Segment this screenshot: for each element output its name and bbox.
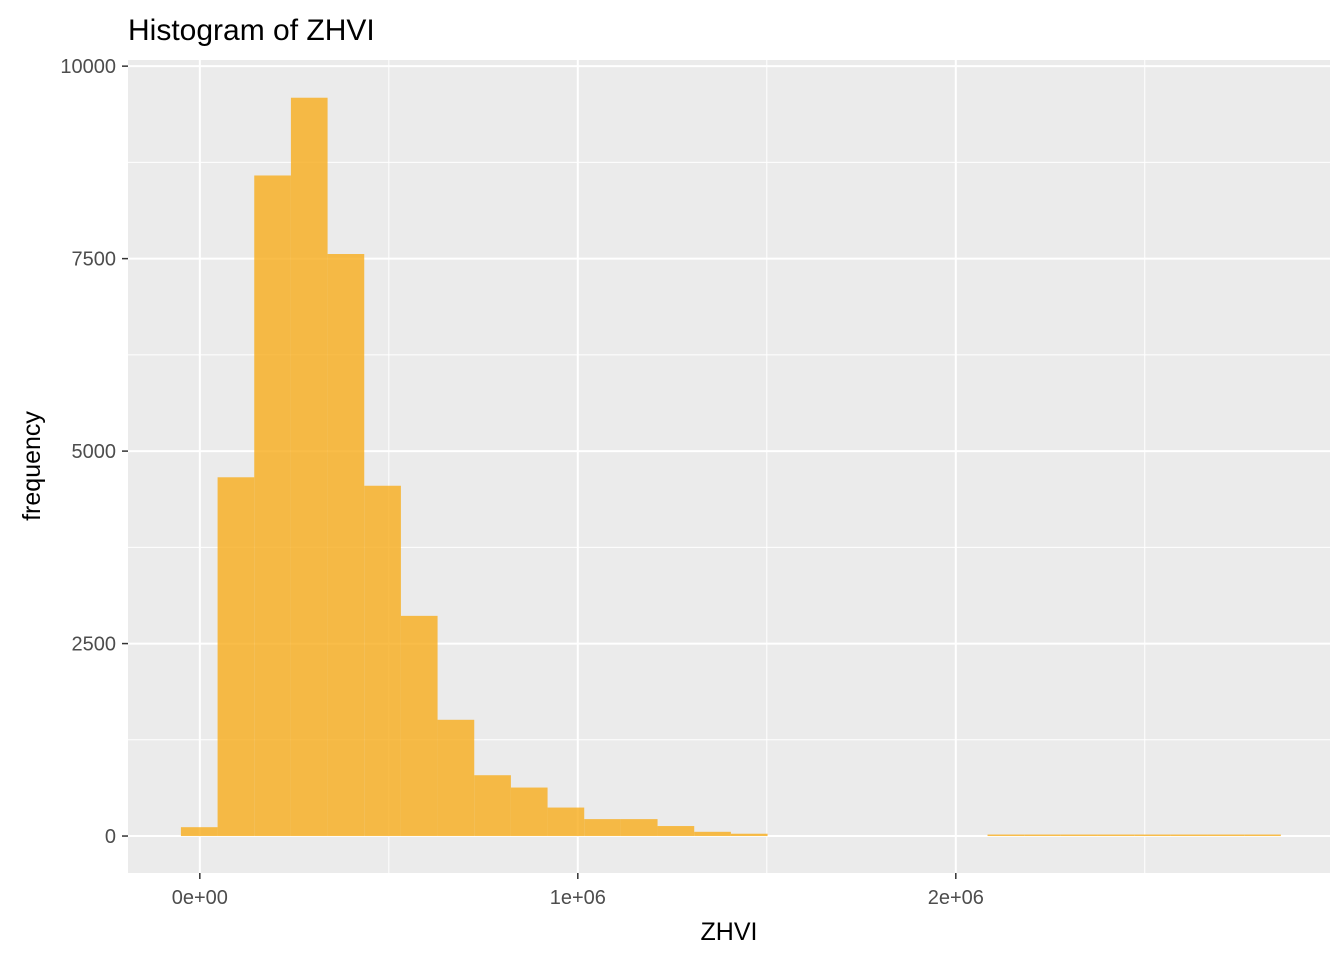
x-tick-label: 2e+06 <box>928 887 984 909</box>
histogram-bar <box>1134 834 1171 837</box>
histogram-bar <box>1207 834 1245 837</box>
histogram-bars <box>180 97 1281 837</box>
y-axis-title: frequency <box>18 411 46 521</box>
histogram-bar <box>437 719 475 837</box>
axes: 0 2500 5000 7500 10000 0e+00 1e+06 2e+06 <box>60 56 984 909</box>
histogram-bar <box>290 97 328 837</box>
histogram-bar <box>584 819 621 837</box>
histogram-bar <box>1097 834 1135 837</box>
histogram-bar <box>400 615 438 837</box>
histogram-bar <box>327 254 365 837</box>
y-tick-label: 7500 <box>72 249 117 271</box>
histogram-bar <box>547 807 585 837</box>
x-tick-label: 0e+00 <box>172 887 228 909</box>
histogram-bar <box>364 485 401 837</box>
histogram-bar <box>180 827 218 837</box>
histogram-bar <box>1170 834 1208 837</box>
histogram-bar <box>474 775 511 837</box>
histogram-bar <box>217 477 255 837</box>
x-axis-title: ZHVI <box>701 918 758 946</box>
histogram-bar <box>657 826 695 837</box>
histogram-bar <box>510 787 548 837</box>
y-tick-label: 10000 <box>60 56 116 78</box>
histogram-bar <box>987 834 1025 837</box>
histogram-bar <box>254 175 291 837</box>
y-tick-label: 2500 <box>72 634 117 656</box>
histogram-bar <box>620 819 658 837</box>
chart-title: Histogram of ZHVI <box>128 14 375 47</box>
x-tick-label: 1e+06 <box>550 887 606 909</box>
histogram-bar <box>694 831 731 837</box>
y-tick-label: 5000 <box>72 441 117 463</box>
histogram-bar <box>730 833 768 837</box>
histogram-bar <box>1024 834 1061 837</box>
histogram-bar <box>1244 834 1281 837</box>
histogram-bar <box>1060 834 1098 837</box>
y-tick-label: 0 <box>105 826 116 848</box>
